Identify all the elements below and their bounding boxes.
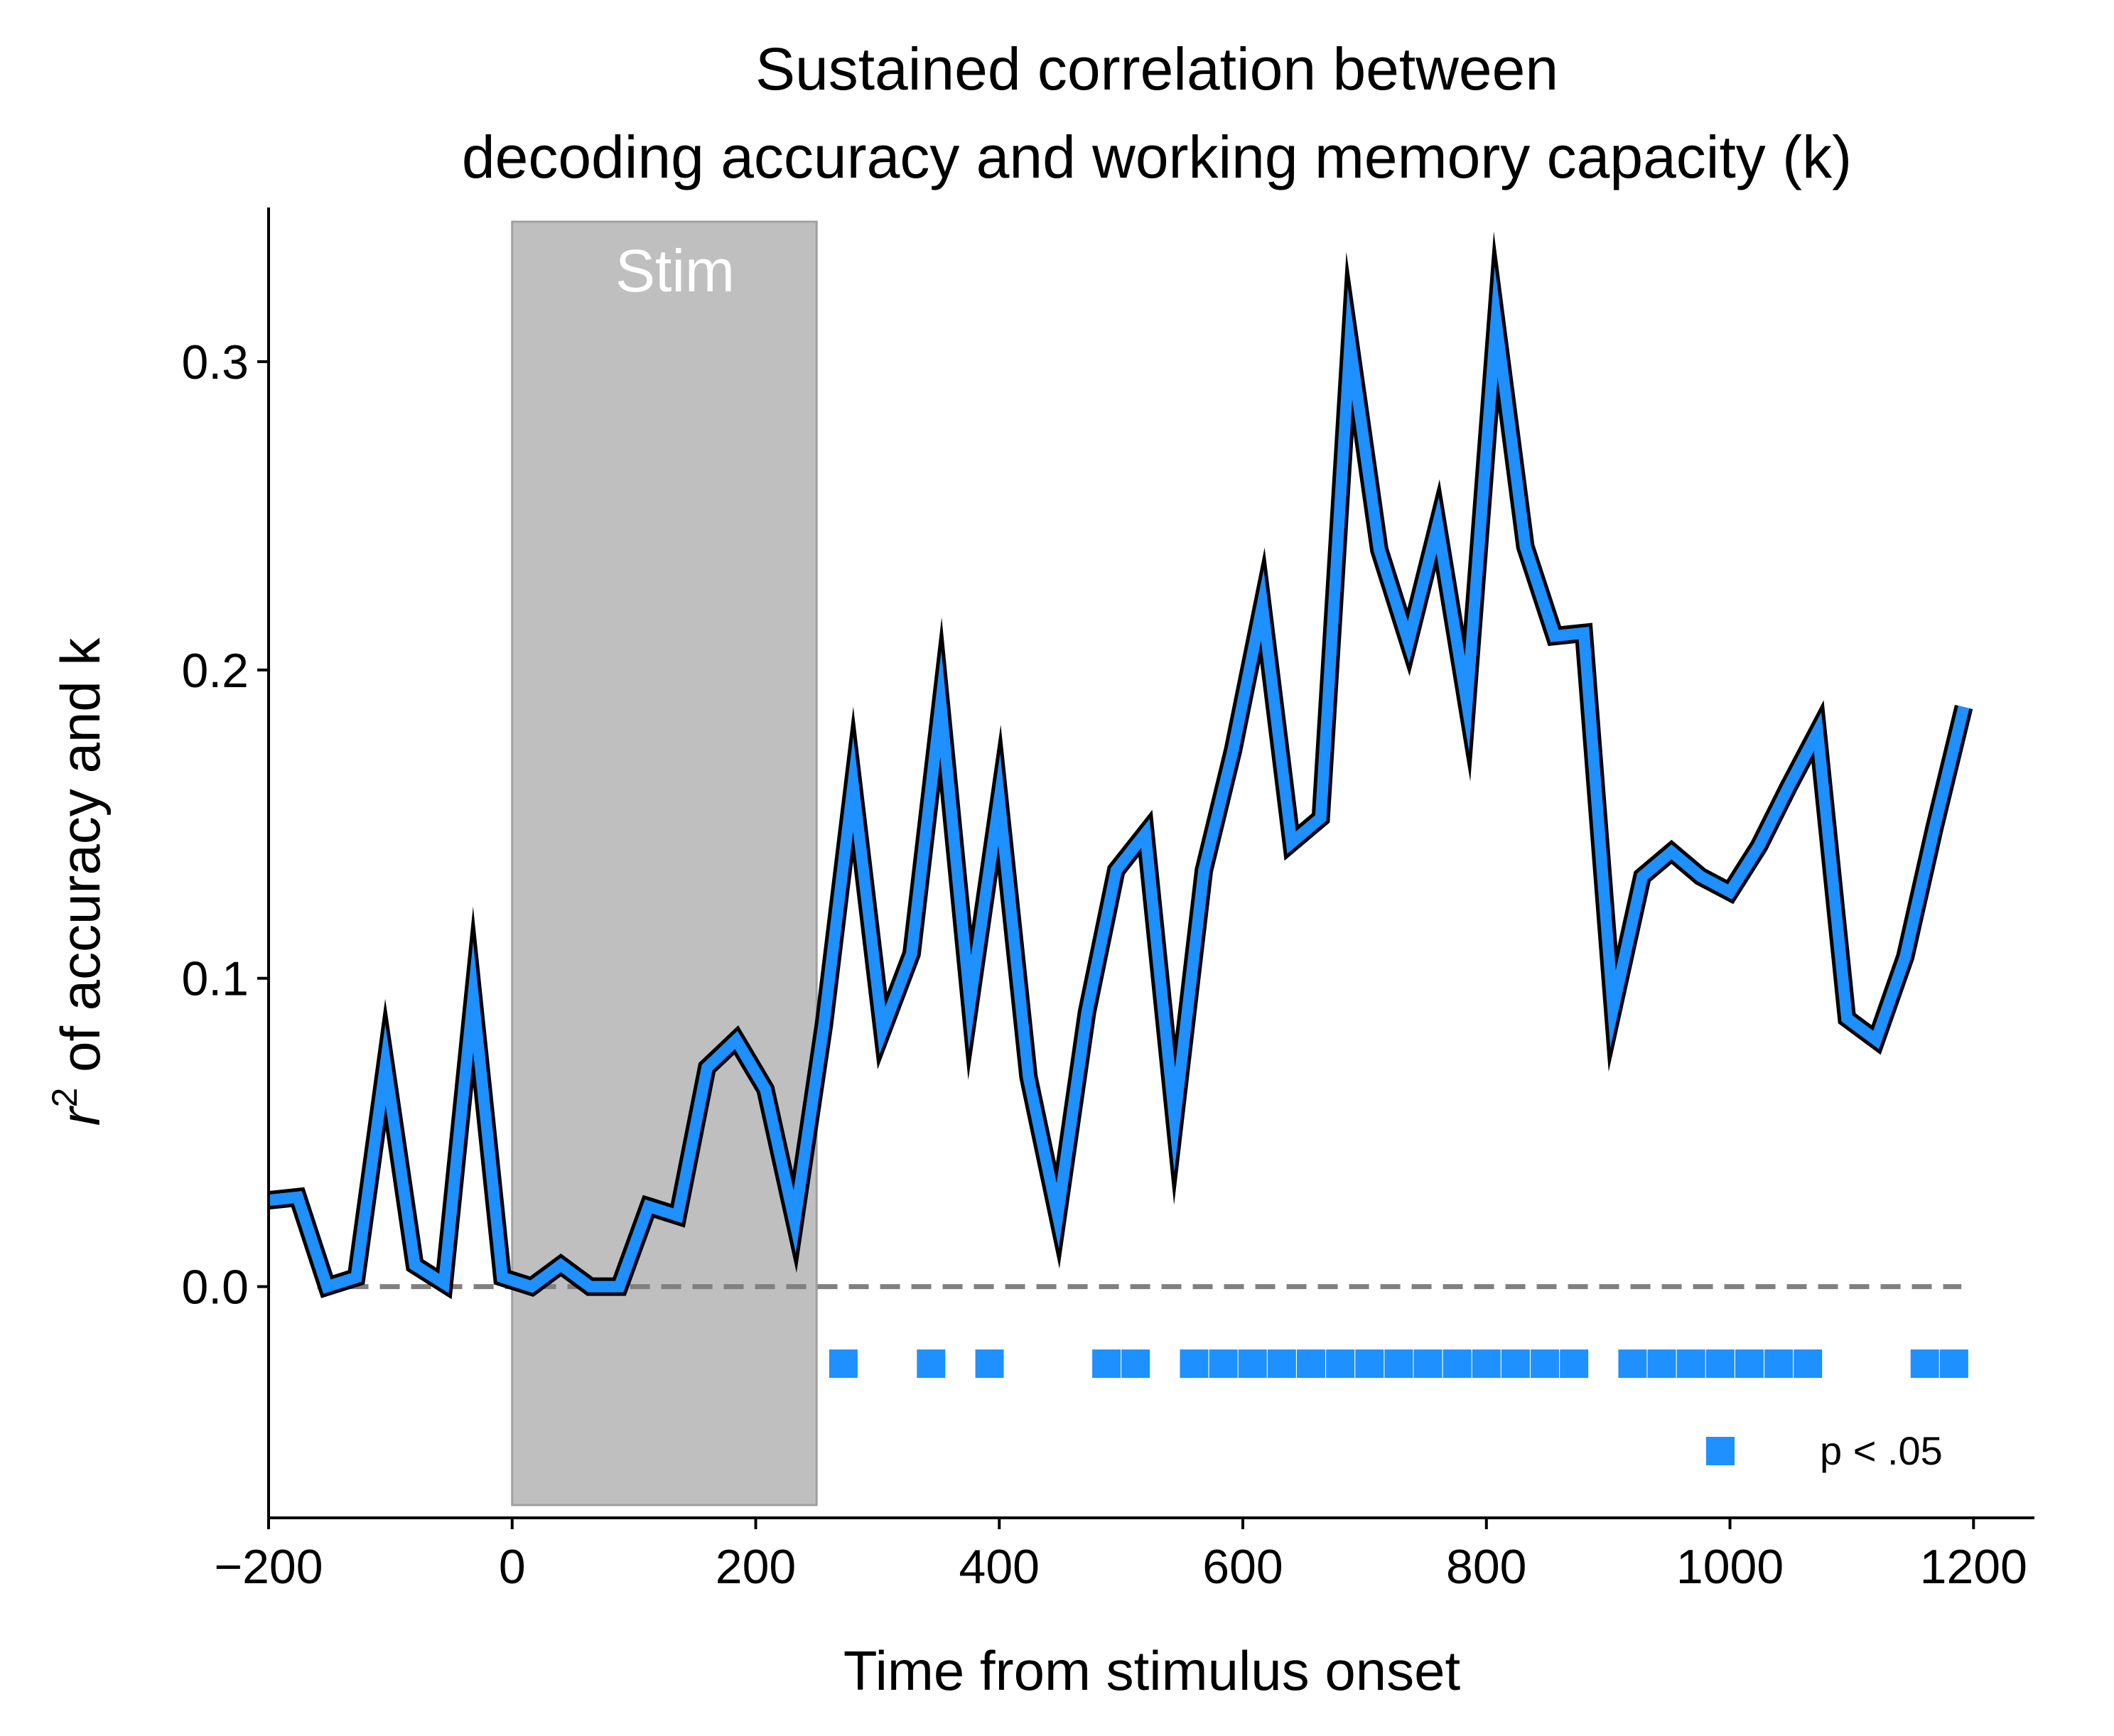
stimulus-label: Stim <box>615 237 735 304</box>
chart-title: Sustained correlation between decoding a… <box>462 36 1852 190</box>
significance-marker <box>1384 1349 1413 1379</box>
x-axis-label: Time from stimulus onset <box>843 1639 1461 1702</box>
significance-marker <box>1209 1349 1238 1379</box>
legend-label: p < .05 <box>1820 1428 1943 1473</box>
x-tick-label: 800 <box>1446 1540 1526 1594</box>
significance-marker <box>1297 1349 1326 1379</box>
series-line <box>268 266 1970 1294</box>
significance-marker <box>1764 1349 1794 1379</box>
x-ticks: −200 0 200 400 600 800 1000 1200 <box>214 1518 2027 1594</box>
chart-title-line-2: decoding accuracy and working memory cap… <box>462 124 1852 190</box>
x-tick-label: 1000 <box>1676 1540 1784 1594</box>
y-ticks: 0.0 0.1 0.2 0.3 <box>181 335 269 1315</box>
significance-marker <box>1531 1349 1560 1379</box>
chart-title-line-1: Sustained correlation between <box>755 36 1558 102</box>
x-tick-label: 400 <box>959 1540 1040 1594</box>
significance-marker <box>1910 1349 1939 1379</box>
significance-marker <box>1355 1349 1384 1379</box>
significance-marker <box>1560 1349 1589 1379</box>
x-tick-label: 600 <box>1202 1540 1283 1594</box>
axes: −200 0 200 400 600 800 1000 1200 0.0 0.1 0.2 0.3 <box>181 207 2034 1594</box>
significance-marker <box>1267 1349 1296 1379</box>
significance-marker <box>1092 1349 1121 1379</box>
significance-marker <box>1238 1349 1267 1379</box>
legend-marker <box>1706 1437 1735 1465</box>
x-tick-label: 200 <box>716 1540 796 1594</box>
significance-marker <box>1472 1349 1501 1379</box>
significance-marker <box>1794 1349 1823 1379</box>
y-tick-label: 0.2 <box>181 644 249 698</box>
x-tick-label: 1200 <box>1920 1540 2027 1594</box>
significance-marker <box>829 1349 858 1379</box>
significance-marker <box>917 1349 946 1379</box>
significance-marker <box>1735 1349 1764 1379</box>
significance-marker <box>1501 1349 1530 1379</box>
significance-marker <box>1676 1349 1705 1379</box>
y-tick-label: 0.0 <box>181 1261 249 1315</box>
significance-marker <box>1647 1349 1676 1379</box>
significance-marker <box>1705 1349 1735 1379</box>
y-tick-label: 0.3 <box>181 335 249 389</box>
series-r2 <box>267 231 1973 1300</box>
significance-marker <box>1413 1349 1442 1379</box>
y-axis-label-text: of accuracy and k <box>49 637 112 1088</box>
significance-marker <box>1180 1349 1209 1379</box>
significance-markers <box>829 1349 1968 1379</box>
y-axis-label-variable: r <box>49 1105 112 1126</box>
stimulus-region: Stim <box>511 220 818 1506</box>
y-tick-label: 0.1 <box>181 952 249 1006</box>
x-tick-label: −200 <box>214 1540 323 1594</box>
significance-marker <box>1326 1349 1355 1379</box>
x-tick-label: 0 <box>499 1540 526 1594</box>
y-axis-label: r2 of accuracy and k <box>45 637 112 1126</box>
significance-marker <box>1939 1349 1968 1379</box>
significance-marker <box>1618 1349 1647 1379</box>
significance-marker <box>1121 1349 1150 1379</box>
significance-marker <box>975 1349 1004 1379</box>
legend: p < .05 <box>1706 1428 1943 1473</box>
y-axis-label-superscript: 2 <box>45 1088 85 1108</box>
stimulus-shade <box>511 220 818 1506</box>
significance-marker <box>1442 1349 1472 1379</box>
